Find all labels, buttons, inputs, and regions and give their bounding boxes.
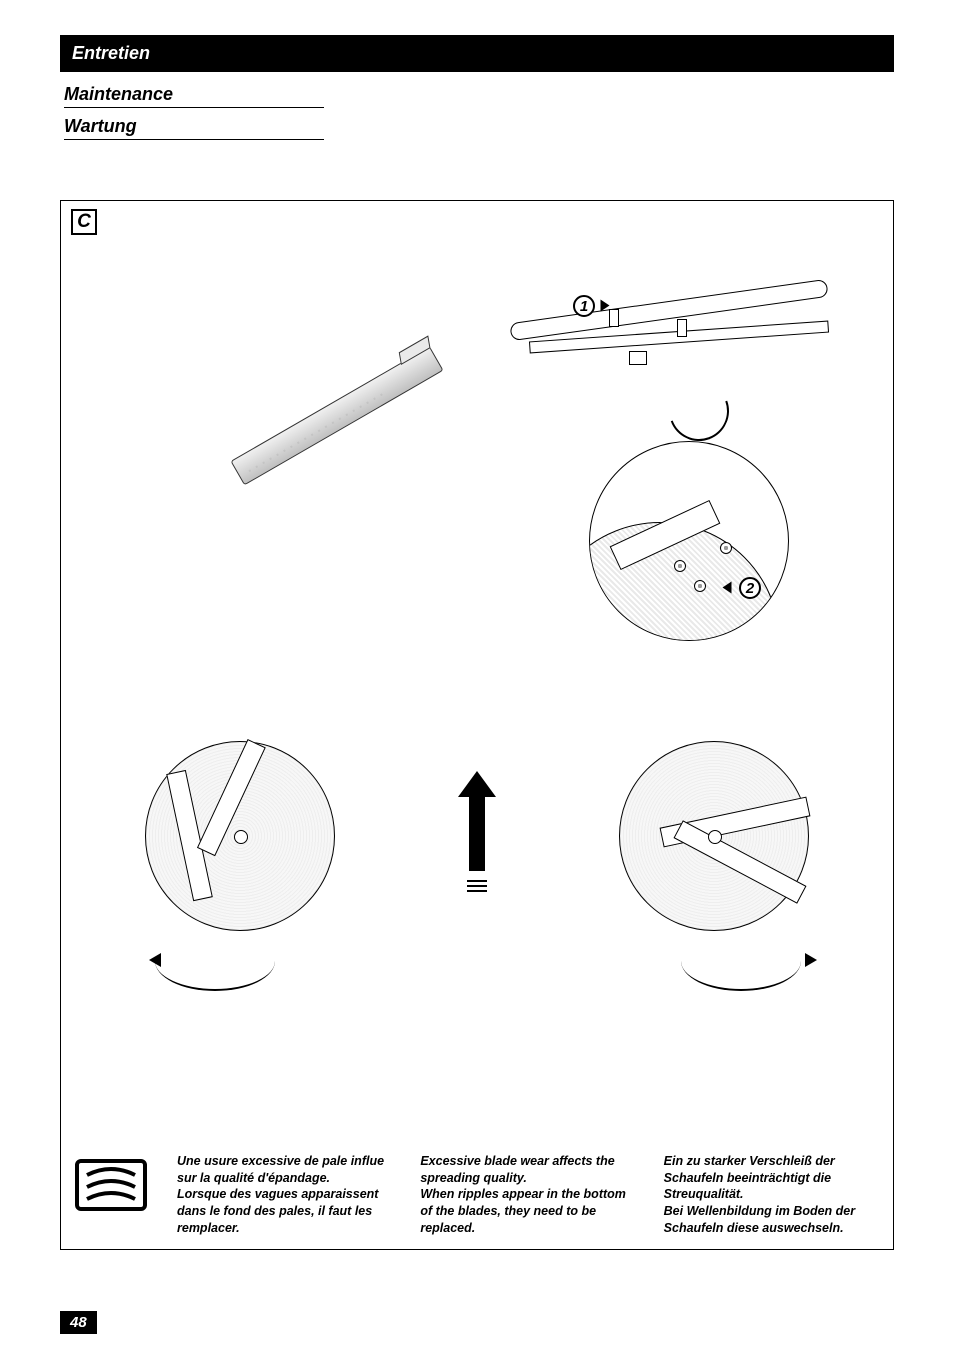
rotation-arrow-left [155,931,275,991]
header-en: Maintenance [64,80,324,108]
arrow-ticks [467,877,487,895]
spreader-disc-left [145,741,335,931]
note-de: Ein zu starker Verschleiß der Schaufeln … [664,1153,879,1237]
blade-channel [230,346,449,496]
header-fr: Entretien [60,35,894,72]
note-fr: Une usure excessive de pale influe sur l… [177,1153,392,1237]
rotation-arrow-right [681,931,801,991]
figure-frame: C 1 2 [60,200,894,1250]
callout-2: 2 [739,577,761,599]
detail-circle [589,441,789,641]
page-number: 48 [60,1311,97,1334]
note-en: Excessive blade wear affects the spreadi… [420,1153,635,1237]
manual-icon [75,1153,149,1219]
callout-1: 1 [573,295,595,317]
blade-arm-assembly: 1 2 [499,231,839,551]
notes-row: Une usure excessive de pale influe sur l… [75,1153,879,1237]
illustration-area: 1 2 [75,211,879,991]
spreader-disc-right [619,741,809,931]
header-de: Wartung [64,112,324,140]
direction-arrow [466,771,488,861]
